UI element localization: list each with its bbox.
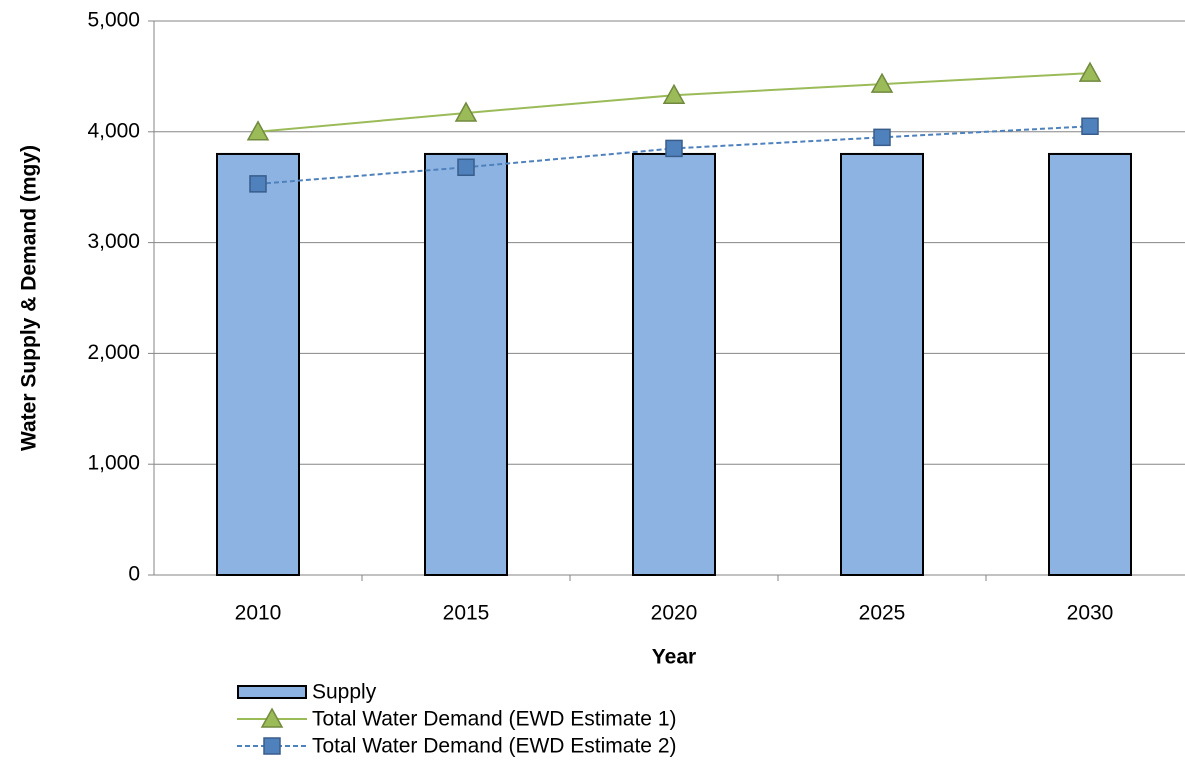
marker	[454, 101, 478, 122]
marker	[1081, 117, 1099, 136]
bar	[1048, 152, 1132, 577]
legend-swatch	[237, 685, 307, 699]
marker	[249, 175, 267, 193]
x-tick-label: 2010	[235, 602, 282, 625]
y-tick-label: 5,000	[87, 9, 140, 32]
marker	[246, 120, 270, 141]
marker	[873, 128, 891, 147]
y-axis-title: Water Supply & Demand (mgy)	[18, 145, 41, 451]
legend-label: Total Water Demand (EWD Estimate 2)	[312, 735, 677, 758]
x-tick-label: 2025	[859, 602, 906, 625]
bar	[632, 152, 716, 577]
x-tick-label: 2015	[443, 602, 490, 625]
legend-marker	[263, 737, 281, 755]
y-tick-label: 4,000	[87, 119, 140, 142]
legend-marker	[260, 707, 284, 728]
bar	[840, 152, 924, 577]
marker	[457, 158, 475, 177]
y-tick-label: 0	[128, 563, 140, 586]
y-tick-label: 1,000	[87, 452, 140, 475]
bar	[424, 152, 508, 577]
marker	[665, 139, 683, 158]
marker	[870, 72, 894, 93]
y-tick-label: 3,000	[87, 230, 140, 253]
x-tick-label: 2030	[1067, 602, 1114, 625]
bar	[216, 152, 300, 577]
legend-label: Supply	[312, 681, 377, 704]
x-tick-label: 2020	[651, 602, 698, 625]
y-tick-label: 2,000	[87, 341, 140, 364]
legend-label: Total Water Demand (EWD Estimate 1)	[312, 708, 677, 731]
x-axis-title: Year	[652, 646, 696, 669]
marker	[1078, 61, 1102, 82]
marker	[662, 83, 686, 104]
